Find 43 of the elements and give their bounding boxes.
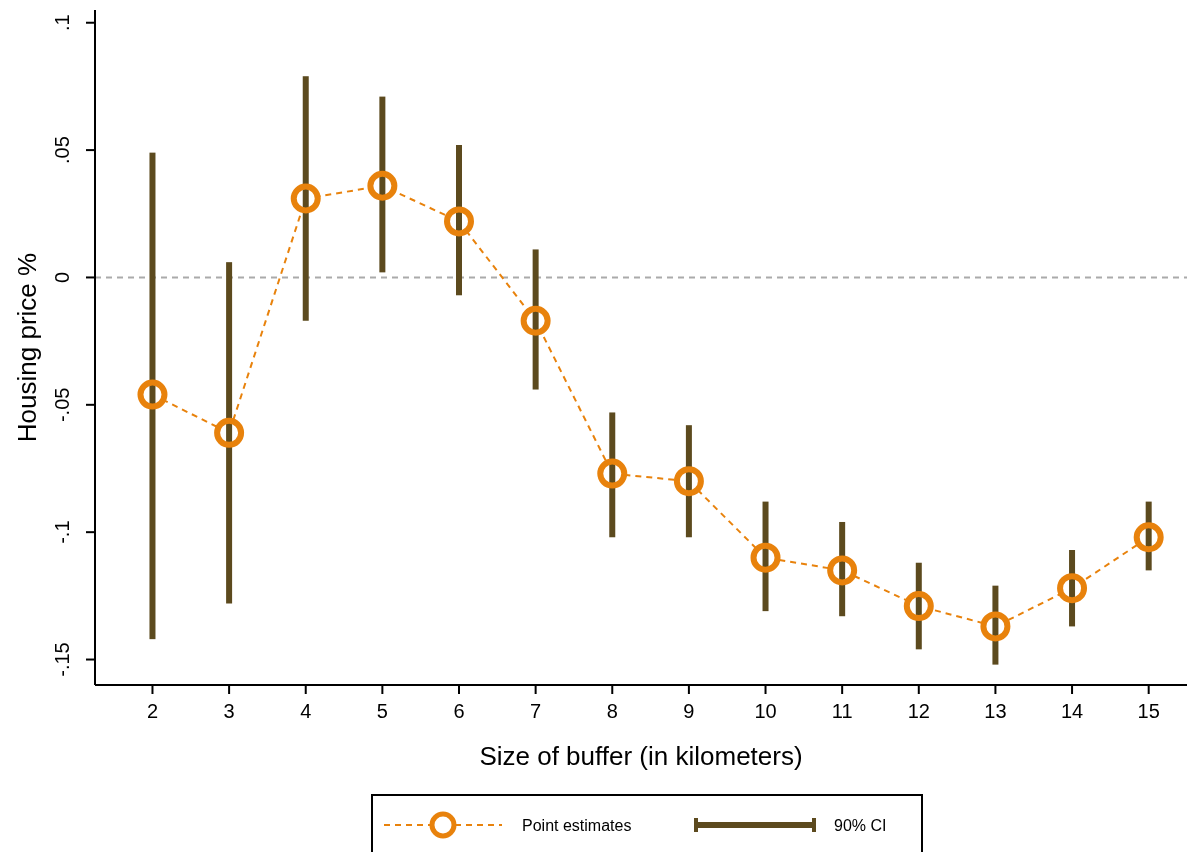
- legend-label: Point estimates: [522, 817, 632, 834]
- bar: [456, 145, 462, 296]
- point: [1133, 522, 1164, 553]
- x-tick-label: 6: [453, 700, 465, 722]
- point: [827, 555, 858, 586]
- bar: [302, 76, 309, 321]
- x-tick-label: 10: [754, 700, 777, 722]
- x-tick-label: 13: [984, 700, 1007, 722]
- bar: [226, 262, 233, 604]
- point: [367, 170, 398, 201]
- y-tick-label: -.1: [51, 520, 73, 544]
- point: [137, 379, 168, 410]
- point: [1057, 573, 1088, 604]
- x-tick-label: 15: [1137, 700, 1160, 722]
- x-tick-label: 7: [530, 700, 542, 722]
- x-tick-label: 9: [683, 700, 695, 722]
- bar: [379, 96, 386, 273]
- point: [980, 611, 1011, 642]
- y-tick-label: .1: [51, 14, 73, 32]
- x-tick-label: 2: [146, 700, 159, 722]
- y-tick-label: 0: [51, 271, 73, 284]
- point: [290, 183, 321, 214]
- y-axis-title: Housing price %: [12, 252, 42, 443]
- point: [750, 542, 781, 573]
- y-tick-label: -.15: [51, 642, 73, 677]
- x-tick-label: 4: [300, 700, 312, 722]
- x-axis-title: Size of buffer (in kilometers): [479, 741, 803, 771]
- point: [903, 591, 934, 622]
- y-tick-label: -.05: [51, 387, 73, 423]
- legend-label: 90% CI: [834, 817, 887, 834]
- y-tick-label: .05: [51, 136, 73, 164]
- point: [673, 466, 704, 497]
- x-tick-label: 5: [376, 700, 388, 722]
- point: [214, 417, 245, 448]
- point: [597, 458, 628, 489]
- x-tick-label: 8: [606, 700, 618, 722]
- point: [444, 206, 474, 237]
- bar: [149, 152, 156, 640]
- x-tick-label: 3: [223, 700, 235, 722]
- x-tick-label: 11: [831, 700, 853, 722]
- x-tick-label: 12: [907, 700, 930, 722]
- x-tick-label: 14: [1060, 700, 1084, 722]
- point: [520, 305, 551, 336]
